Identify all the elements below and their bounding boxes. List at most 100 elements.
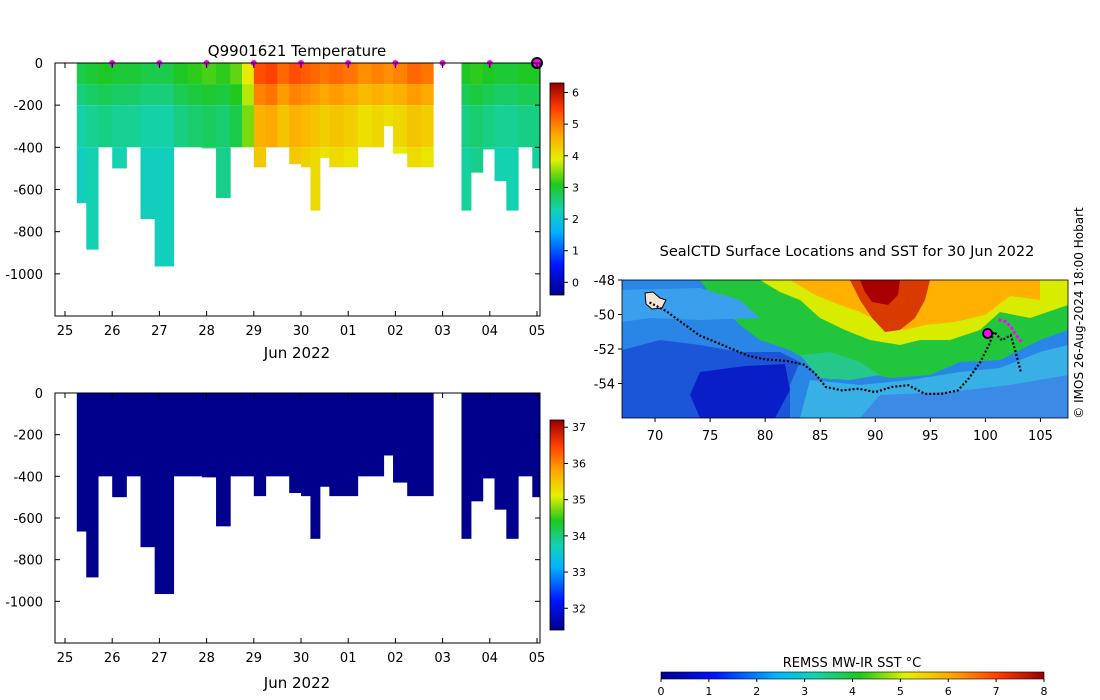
temperature-cell xyxy=(253,84,267,106)
x-tick-label: 30 xyxy=(293,651,310,666)
temperature-cell xyxy=(289,84,302,106)
temperature-panel: Q9901621 Temperature 25 26 27 28 29 30 01 02 03 0… xyxy=(5,42,579,362)
temperature-cell xyxy=(407,63,422,85)
temperature-cell xyxy=(532,84,540,106)
second-variable-cell xyxy=(187,393,203,477)
temperature-cell xyxy=(173,63,189,85)
temperature-cell xyxy=(383,84,394,106)
temperature-cell xyxy=(76,105,87,148)
second-variable-colorbar: 32 33 34 35 36 37 xyxy=(549,419,586,631)
map-y-tick-label: -48 xyxy=(594,274,615,289)
second-variable-cell xyxy=(140,393,156,548)
temperature-cell xyxy=(329,84,344,106)
temperature-cell xyxy=(343,63,359,85)
temperature-cell xyxy=(265,84,278,106)
x-tick-label: 30 xyxy=(293,324,310,339)
colorbar-tick-label: 32 xyxy=(572,602,586,615)
temperature-cell xyxy=(319,147,330,158)
temperature-cell xyxy=(494,63,507,85)
temperature-cell xyxy=(112,105,127,148)
temperature-cell xyxy=(230,84,243,106)
temperature-cell xyxy=(393,84,408,106)
temperature-cell xyxy=(216,84,231,106)
temperature-cell xyxy=(230,63,243,85)
temperature-cell xyxy=(112,63,127,85)
temperature-cell xyxy=(265,63,278,85)
temperature-cell xyxy=(277,63,290,85)
y-tick-label: -400 xyxy=(13,470,43,485)
temperature-cell xyxy=(494,105,507,148)
x-tick-label: 25 xyxy=(57,324,74,339)
map-x-tick-label: 75 xyxy=(702,429,719,444)
colorbar-tick-label: 34 xyxy=(572,530,586,543)
x-tick-label: 29 xyxy=(246,651,263,666)
second-variable-cell xyxy=(319,393,330,487)
temperature-cell xyxy=(393,147,408,154)
temperature-cell xyxy=(301,105,311,148)
y-tick-label: 0 xyxy=(35,57,43,72)
temperature-cell xyxy=(470,147,484,173)
sst-colorbar: REMSS MW-IR SST °C 0 1 2 3 4 5 6 7 8 xyxy=(658,656,1048,698)
temperature-cell xyxy=(154,147,175,267)
temperature-cell xyxy=(310,147,321,211)
sst-field xyxy=(622,280,1068,418)
temperature-cell xyxy=(289,63,302,85)
second-variable-cell xyxy=(494,393,507,510)
y-tick-label: -1000 xyxy=(5,268,43,283)
temperature-cell xyxy=(201,84,217,106)
second-variable-cell xyxy=(310,393,321,539)
second-variable-colorbar-ramp xyxy=(549,419,565,631)
x-tick-label: 01 xyxy=(340,324,357,339)
sst-colorbar-ticks: 0 1 2 3 4 5 6 7 8 xyxy=(658,679,1048,698)
colorbar-tick-label: 5 xyxy=(572,118,579,131)
second-variable-cell xyxy=(407,393,422,497)
sst-coldest-region xyxy=(690,364,790,418)
temperature-cell xyxy=(494,147,507,182)
colorbar-tick-label: 36 xyxy=(572,457,586,470)
temperature-cell xyxy=(310,105,321,148)
imos-credit: © IMOS 26-Aug-2024 18:00 Hobart xyxy=(1072,207,1086,419)
temperature-cell xyxy=(173,105,189,148)
second-variable-cell xyxy=(201,393,217,478)
second-variable-cell xyxy=(289,393,302,493)
temperature-cell xyxy=(253,147,267,168)
temperature-cell xyxy=(98,63,113,85)
second-variable-colorbar-ticks: 32 33 34 35 36 37 xyxy=(564,421,586,615)
temperature-cell xyxy=(532,63,540,85)
map-x-tick-label: 85 xyxy=(812,429,829,444)
temperature-cell xyxy=(383,105,394,127)
temperature-cell xyxy=(371,63,385,85)
temperature-cell xyxy=(393,105,408,148)
temperature-cell xyxy=(319,105,330,148)
sst-hot-core xyxy=(860,280,900,305)
second-variable-cell xyxy=(383,393,394,456)
temperature-cell xyxy=(201,105,217,148)
temperature-cell xyxy=(230,105,243,148)
temperature-cell xyxy=(482,147,496,150)
sst-colorbar-tick-label: 6 xyxy=(945,685,952,698)
temperature-cell xyxy=(154,63,175,85)
temperature-cell xyxy=(357,63,373,85)
x-tick-label: 26 xyxy=(104,651,121,666)
second-variable-cell xyxy=(506,393,519,539)
temperature-cell xyxy=(461,84,472,106)
temperature-cell xyxy=(289,105,302,148)
temperature-cell xyxy=(289,147,302,165)
map-title: SealCTD Surface Locations and SST for 30… xyxy=(660,244,1035,260)
temperature-y-ticks: 0 -200 -400 -600 -800 -1000 xyxy=(5,57,540,283)
temperature-cell xyxy=(277,84,290,106)
temperature-cell xyxy=(253,63,267,85)
temperature-cell xyxy=(343,84,359,106)
colorbar-tick-label: 0 xyxy=(572,276,579,289)
temperature-cell xyxy=(154,84,175,106)
sst-map-panel: SealCTD Surface Locations and SST for 30… xyxy=(594,244,1069,698)
second-variable-cell xyxy=(461,393,472,539)
second-variable-cell xyxy=(470,393,484,502)
colorbar-tick-label: 2 xyxy=(572,213,579,226)
second-variable-cell xyxy=(86,393,99,578)
second-variable-y-ticks: 0 -200 -400 -600 -800 -1000 xyxy=(5,387,540,610)
x-tick-label: 02 xyxy=(387,651,404,666)
second-variable-cell xyxy=(371,393,385,477)
y-tick-label: -800 xyxy=(13,554,43,569)
temperature-cell xyxy=(518,84,533,106)
